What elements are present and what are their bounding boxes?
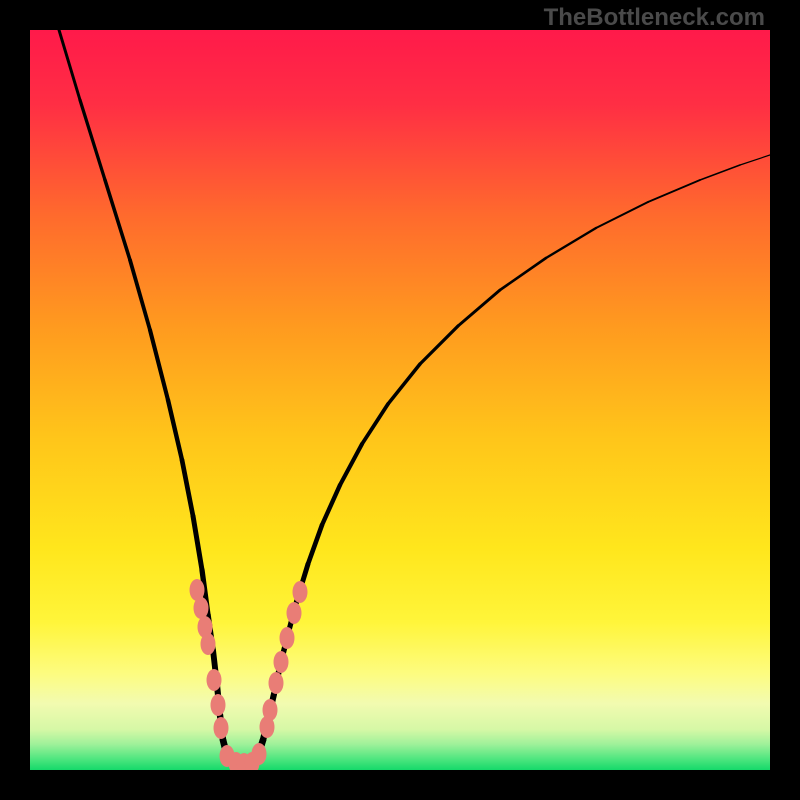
plot-background bbox=[30, 30, 770, 770]
watermark-text: TheBottleneck.com bbox=[544, 4, 765, 32]
curve-marker bbox=[214, 717, 229, 739]
curve-marker bbox=[201, 633, 216, 655]
curve-marker bbox=[263, 699, 278, 721]
chart-svg bbox=[0, 0, 800, 800]
curve-marker bbox=[274, 651, 289, 673]
curve-marker bbox=[293, 581, 308, 603]
curve-marker bbox=[280, 627, 295, 649]
curve-marker bbox=[287, 602, 302, 624]
curve-marker bbox=[194, 597, 209, 619]
curve-marker bbox=[211, 694, 226, 716]
chart-frame: TheBottleneck.com bbox=[0, 0, 800, 800]
curve-marker bbox=[207, 669, 222, 691]
curve-marker bbox=[269, 672, 284, 694]
curve-marker bbox=[252, 743, 267, 765]
